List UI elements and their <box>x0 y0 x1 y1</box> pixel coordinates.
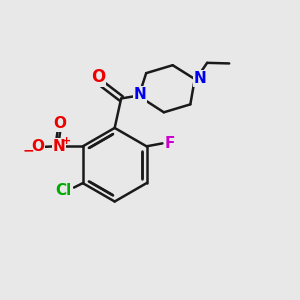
Text: O: O <box>54 116 67 131</box>
Text: O: O <box>91 68 106 86</box>
Text: N: N <box>52 139 65 154</box>
Text: N: N <box>134 87 147 102</box>
Text: N: N <box>194 71 206 86</box>
Text: +: + <box>62 136 71 146</box>
Text: −: − <box>22 143 34 158</box>
Text: Cl: Cl <box>56 183 72 198</box>
Text: O: O <box>31 140 44 154</box>
Text: F: F <box>165 136 175 151</box>
